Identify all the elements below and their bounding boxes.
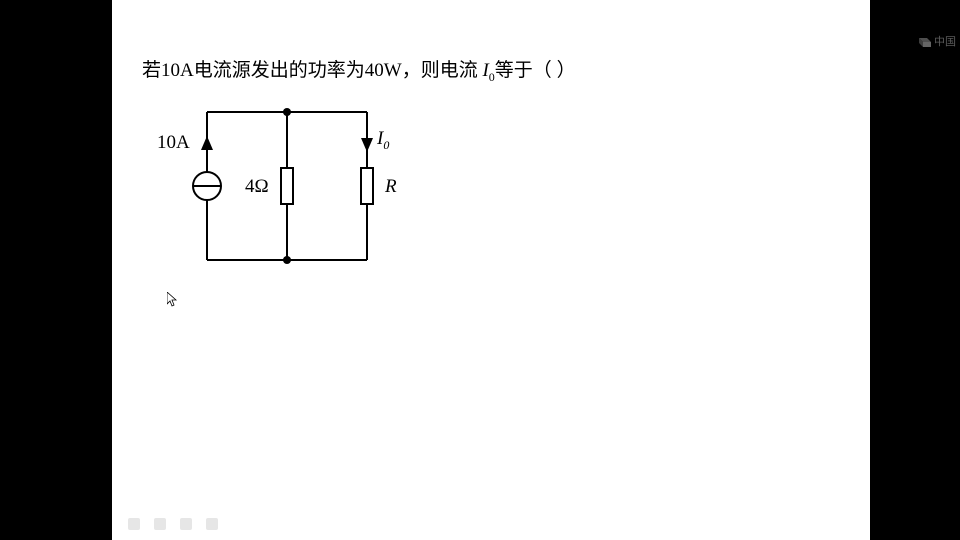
question-text: 若10A电流源发出的功率为40W，则电流 I0等于（ ） xyxy=(142,55,576,85)
q-end: ） xyxy=(557,60,576,81)
toolbar-dot-icon xyxy=(154,518,166,530)
slide-page: 若10A电流源发出的功率为40W，则电流 I0等于（ ） xyxy=(112,0,870,540)
i0-sub: 0 xyxy=(383,138,389,152)
q-mid1: 电流源发出的功率为 xyxy=(194,60,365,81)
q-mid2: ，则电流 xyxy=(402,60,483,81)
i0-arrow-down-icon xyxy=(361,138,373,152)
toolbar-dot-icon xyxy=(128,518,140,530)
i0-label: I0 xyxy=(377,128,389,153)
q-power-value: 40W xyxy=(365,60,402,81)
circuit-svg xyxy=(167,100,417,270)
q-prefix: 若 xyxy=(142,60,161,81)
node-bottom xyxy=(283,256,291,264)
toolbar-dot-icon xyxy=(180,518,192,530)
watermark-cube-icon xyxy=(915,35,931,47)
q-mid3: 等于（ xyxy=(495,60,552,81)
player-toolbar-hint xyxy=(128,518,218,530)
r1-label: 4Ω xyxy=(245,176,269,198)
resistor-4ohm xyxy=(281,168,293,204)
node-top xyxy=(283,108,291,116)
watermark: 中国 xyxy=(915,33,956,49)
toolbar-dot-icon xyxy=(206,518,218,530)
q-source-value: 10A xyxy=(161,60,194,81)
circuit-diagram: 10A 4Ω I0 R xyxy=(167,100,417,270)
source-label: 10A xyxy=(157,132,190,154)
watermark-text: 中国 xyxy=(934,33,956,49)
source-arrow-up-icon xyxy=(201,136,213,150)
resistor-R xyxy=(361,168,373,204)
r2-label: R xyxy=(385,176,397,198)
